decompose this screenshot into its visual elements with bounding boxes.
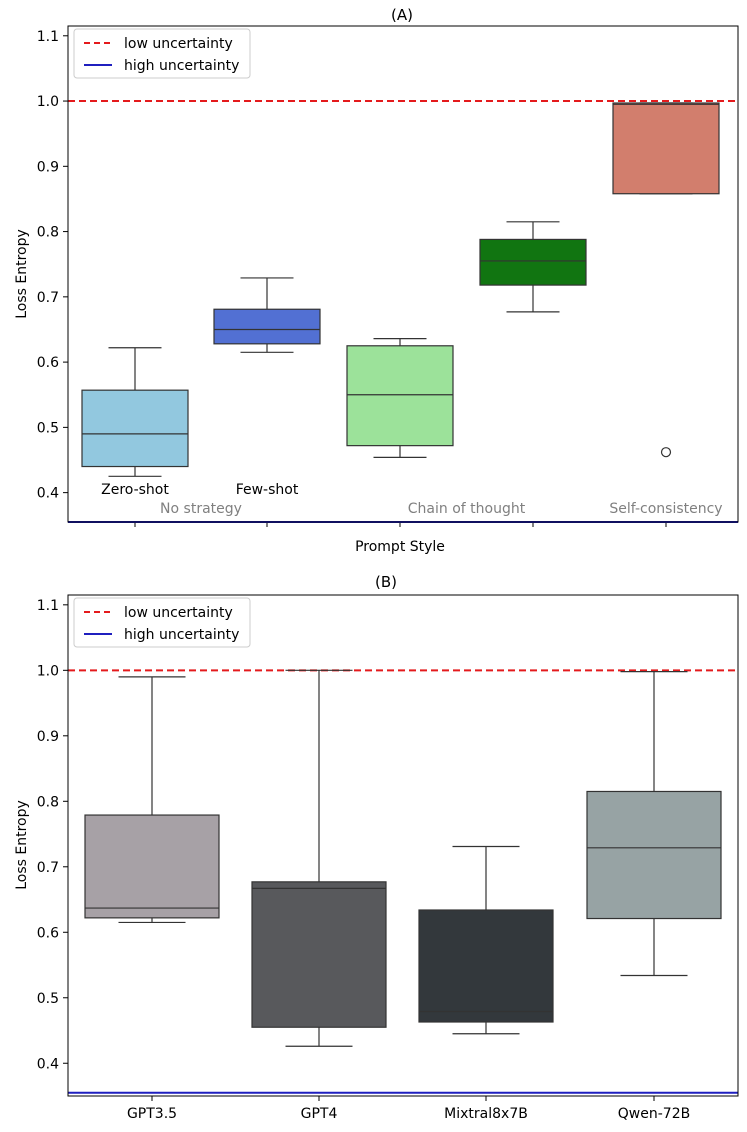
box-iqr bbox=[586, 790, 722, 920]
box-4 bbox=[586, 671, 722, 977]
legend-frame bbox=[73, 597, 251, 648]
panel-a-title: (A) bbox=[391, 6, 413, 24]
legend-high-uncertainty-label: high uncertainty bbox=[124, 58, 239, 74]
panel-a-ylabel: Loss Entropy bbox=[14, 229, 30, 319]
box-iqr bbox=[81, 389, 189, 468]
category-label: Qwen-72B bbox=[618, 1106, 690, 1122]
legend-low-uncertainty-label: low uncertainty bbox=[124, 36, 233, 52]
y-tick-label: 0.6 bbox=[37, 925, 59, 941]
category-label: Zero-shot bbox=[101, 482, 169, 498]
y-tick-label: 0.6 bbox=[37, 355, 59, 371]
outlier-point bbox=[660, 447, 672, 458]
y-tick-label: 0.5 bbox=[37, 420, 59, 436]
y-tick-label: 1.0 bbox=[37, 663, 59, 679]
panel-b-ylabel: Loss Entropy bbox=[14, 800, 30, 890]
box-2 bbox=[213, 277, 321, 353]
y-tick-label: 0.7 bbox=[37, 290, 59, 306]
y-tick-label: 1.1 bbox=[37, 29, 59, 45]
y-tick-label: 1.0 bbox=[37, 94, 59, 110]
panel-b-title: (B) bbox=[375, 573, 397, 591]
panel-b-legend: low uncertainty high uncertainty bbox=[73, 597, 251, 648]
box-1 bbox=[84, 676, 220, 924]
box-3 bbox=[346, 338, 454, 458]
panel-a-xlabel: Prompt Style bbox=[355, 539, 445, 555]
legend-high-uncertainty-label: high uncertainty bbox=[124, 627, 239, 643]
y-tick-label: 0.9 bbox=[37, 729, 59, 745]
category-label: GPT4 bbox=[301, 1106, 338, 1122]
box-3 bbox=[418, 845, 554, 1035]
y-tick-label: 0.8 bbox=[37, 794, 59, 810]
group-label: Chain of thought bbox=[408, 501, 526, 517]
panel-a: (A) 0.4 0.5 0.6 0.7 0.8 0.9 1.0 1.1 Zero-shot Fe… bbox=[14, 6, 739, 555]
y-tick-label: 0.5 bbox=[37, 991, 59, 1007]
y-tick-label: 0.4 bbox=[37, 486, 59, 502]
box-4 bbox=[479, 221, 587, 313]
y-tick-label: 0.7 bbox=[37, 860, 59, 876]
box-iqr bbox=[612, 102, 720, 195]
box-iqr bbox=[251, 881, 387, 1028]
y-tick-label: 0.9 bbox=[37, 159, 59, 175]
category-label: GPT3.5 bbox=[127, 1106, 177, 1122]
legend-low-uncertainty-label: low uncertainty bbox=[124, 605, 233, 621]
box-2 bbox=[251, 669, 387, 1047]
legend-frame bbox=[73, 28, 251, 79]
box-5 bbox=[612, 102, 720, 458]
y-tick-label: 0.4 bbox=[37, 1056, 59, 1072]
panel-a-legend: low uncertainty high uncertainty bbox=[73, 28, 251, 79]
box-iqr bbox=[418, 909, 554, 1023]
category-label: Mixtral8x7B bbox=[444, 1106, 528, 1122]
y-tick-label: 1.1 bbox=[37, 598, 59, 614]
group-label: No strategy bbox=[160, 501, 242, 517]
y-tick-label: 0.8 bbox=[37, 225, 59, 241]
box-iqr bbox=[213, 308, 321, 345]
box-iqr bbox=[84, 814, 220, 919]
category-label: Few-shot bbox=[236, 482, 299, 498]
box-iqr bbox=[346, 345, 454, 447]
box-1 bbox=[81, 347, 189, 477]
panel-b-frame bbox=[67, 594, 739, 1097]
panel-a-frame bbox=[67, 25, 739, 523]
box-iqr bbox=[479, 238, 587, 286]
group-label: Self-consistency bbox=[609, 501, 722, 517]
panel-b: (B) 0.4 0.5 0.6 0.7 0.8 0.9 1.0 1.1 GPT3.5 GPT4 M… bbox=[14, 573, 739, 1122]
